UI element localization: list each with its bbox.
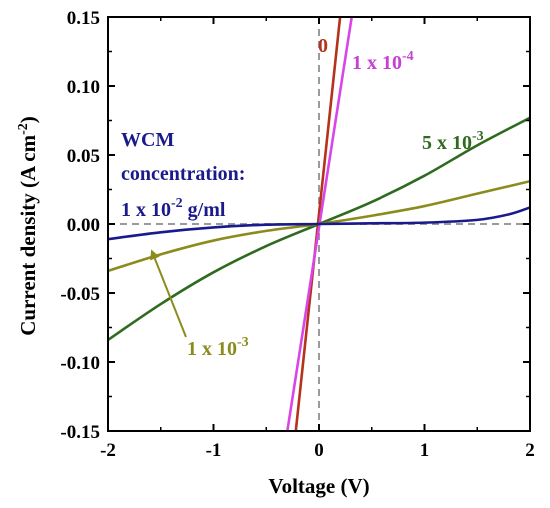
x-axis-title: Voltage (V) [268, 474, 369, 498]
tick-labels: -2 -1 0 1 2 -0.15 -0.10 -0.05 0.00 0.05 0.10 0.15 [60, 8, 534, 461]
y-axis-title-main: Current density (A cm [16, 134, 40, 335]
series-layer [108, 17, 530, 431]
y-tick-label: -0.15 [60, 422, 100, 443]
label-1e-3-arrow [150, 249, 187, 338]
label-5e-3-base: 5 x 10 [422, 132, 472, 154]
label-1e-4-exp: -4 [402, 49, 414, 64]
y-tick-label: 0.15 [67, 8, 100, 29]
wcm-line-3-base: 1 x 10 [121, 199, 171, 221]
wcm-line-3-unit: g/ml [183, 199, 226, 221]
y-tick-label: 0.00 [67, 215, 100, 236]
wcm-concentration-label: WCM concentration: 1 x 10-2 g/ml [121, 129, 245, 221]
wcm-line-2: concentration: [121, 163, 245, 185]
y-tick-label: -0.05 [60, 284, 100, 305]
label-series-0: 0 [318, 35, 328, 57]
wcm-line-3: 1 x 10-2 g/ml [121, 196, 226, 221]
wcm-line-3-exp: -2 [171, 196, 183, 211]
y-tick-label: 0.10 [67, 77, 100, 98]
y-tick-label: 0.05 [67, 146, 100, 167]
y-axis-title: Current density (A cm-2) [16, 116, 40, 336]
x-tick-label: 1 [420, 440, 430, 461]
axis-ticks [107, 16, 531, 432]
label-5e-3-exp: -3 [472, 129, 484, 144]
x-tick-label: -1 [206, 440, 222, 461]
x-tick-label: -2 [100, 440, 116, 461]
y-axis-title-sup: -2 [16, 123, 31, 135]
label-1e-3-exp: -3 [237, 335, 249, 350]
label-series-5e-3: 5 x 10-3 [422, 129, 484, 154]
label-series-1e-4: 1 x 10-4 [352, 49, 414, 74]
wcm-line-1: WCM [121, 129, 174, 151]
series-line-4 [108, 206, 530, 241]
y-axis-title-close: ) [16, 116, 40, 123]
y-tick-label: -0.10 [60, 353, 100, 374]
label-1e-3-base: 1 x 10 [187, 338, 237, 360]
x-tick-label: 0 [314, 440, 324, 461]
x-tick-label: 2 [525, 440, 535, 461]
label-1e-4-base: 1 x 10 [352, 52, 402, 74]
label-series-1e-3: 1 x 10-3 [187, 335, 249, 360]
